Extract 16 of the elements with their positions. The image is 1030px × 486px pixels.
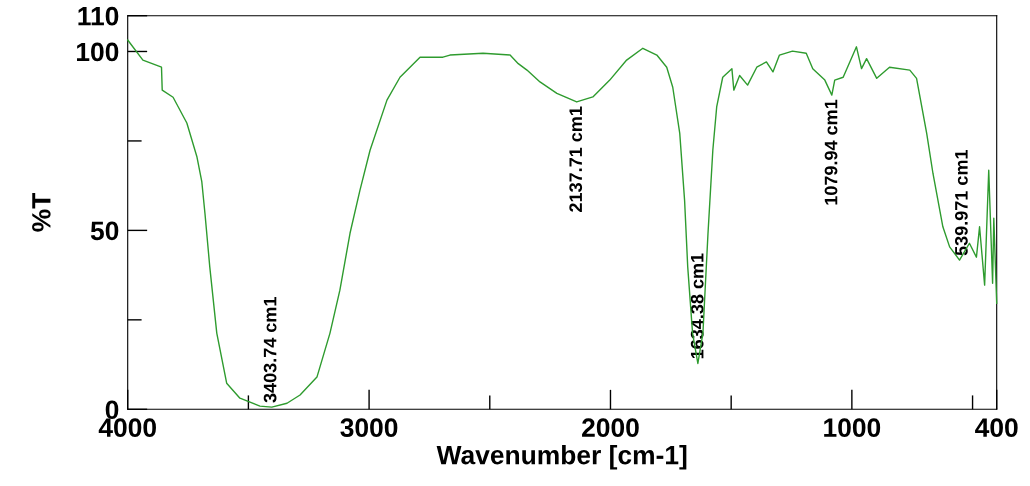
y-tick-label: 110 — [78, 6, 119, 26]
y-tick-label: 0 — [105, 400, 119, 420]
annotation: 1634.38 cm1 — [690, 253, 704, 359]
annotation: 3403.74 cm1 — [263, 297, 277, 403]
annotation: 539.971 cm1 — [954, 150, 968, 256]
y-tick-label: 100 — [77, 42, 119, 62]
annotation: 2137.71 cm1 — [569, 106, 583, 212]
x-tick-label: 1000 — [824, 418, 881, 438]
x-tick-label: 3000 — [340, 418, 398, 438]
y-tick-label: 50 — [90, 221, 119, 241]
y-axis-title: %T — [32, 192, 51, 232]
x-tick-label: 400 — [975, 418, 1018, 438]
x-tick-label: 2000 — [582, 418, 639, 438]
x-tick-label: 4000 — [98, 418, 156, 438]
annotation: 1079.94 cm1 — [824, 99, 838, 205]
x-axis-title: Wavenumber [cm-1] — [436, 445, 687, 470]
